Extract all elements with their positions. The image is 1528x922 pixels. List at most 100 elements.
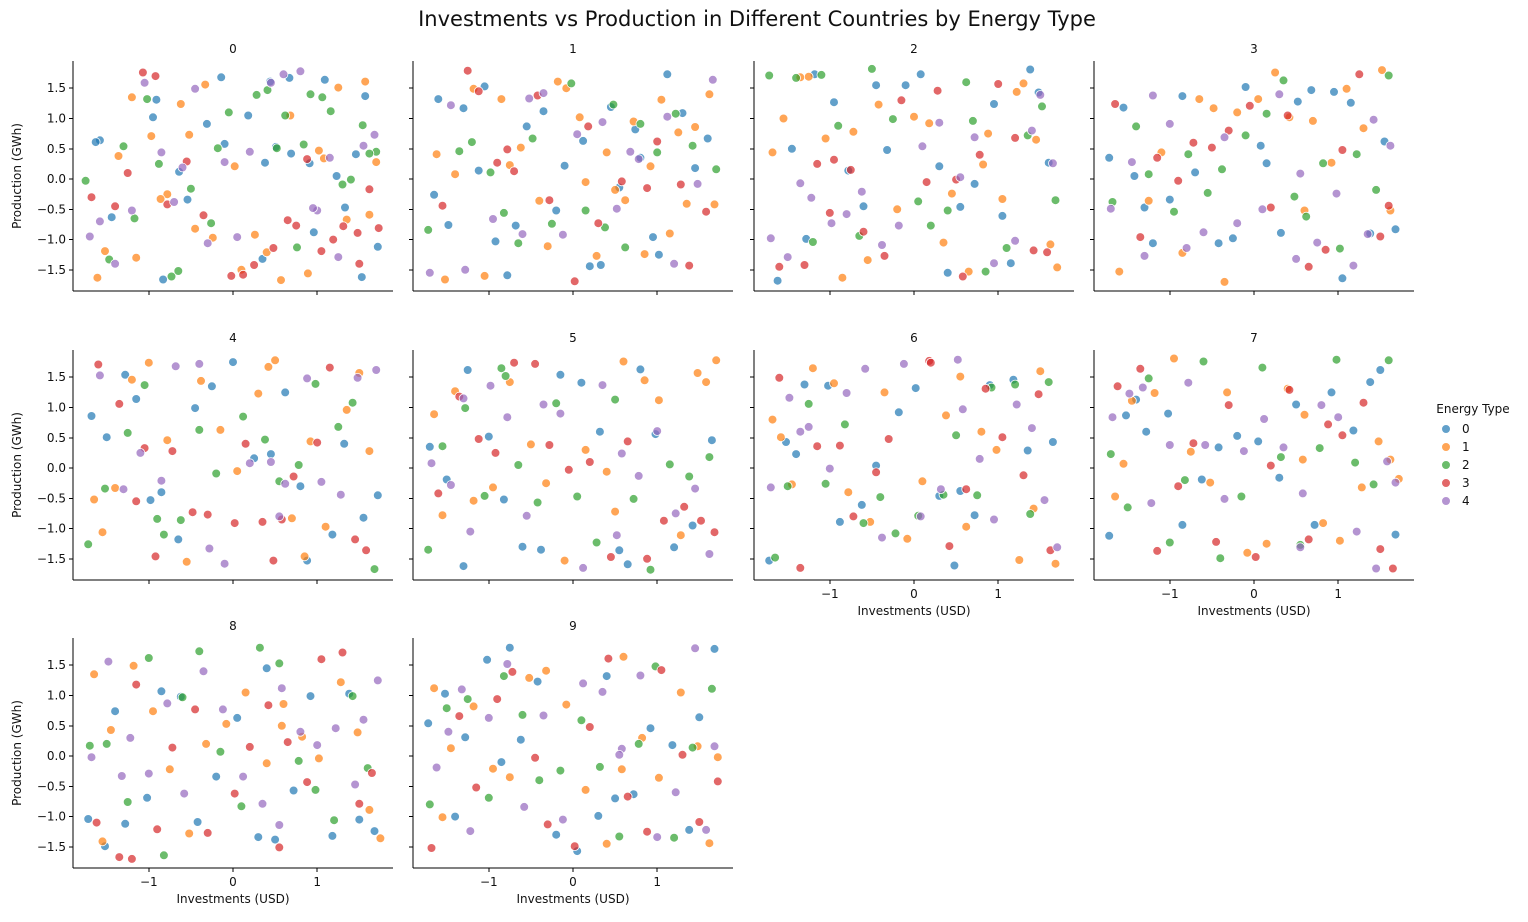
scatter-point bbox=[462, 365, 473, 375]
scatter-point bbox=[704, 549, 715, 559]
scatter-point bbox=[127, 205, 137, 216]
scatter-point bbox=[93, 359, 104, 370]
scatter-point bbox=[934, 117, 945, 128]
scatter-point bbox=[583, 121, 593, 132]
scatter-point bbox=[1323, 419, 1333, 430]
scatter-point bbox=[1335, 243, 1345, 254]
scatter-point bbox=[980, 383, 991, 394]
facet-title: 1 bbox=[569, 42, 577, 56]
scatter-point bbox=[375, 833, 386, 844]
scatter-point bbox=[502, 144, 513, 155]
scatter-point bbox=[712, 752, 723, 762]
scatter-point bbox=[276, 683, 287, 693]
scatter-point bbox=[1169, 206, 1179, 217]
scatter-point bbox=[862, 255, 873, 265]
scatter-point bbox=[218, 704, 228, 715]
scatter-point bbox=[1276, 228, 1286, 238]
scatter-point bbox=[974, 150, 985, 160]
scatter-point bbox=[1217, 164, 1227, 175]
scatter-point bbox=[690, 483, 700, 494]
scatter-point bbox=[238, 269, 248, 280]
scatter-point bbox=[266, 457, 276, 467]
scatter-point bbox=[268, 243, 279, 253]
scatter-point bbox=[774, 261, 785, 272]
y-tick-label: 0.5 bbox=[47, 719, 66, 733]
scatter-point bbox=[835, 440, 845, 451]
scatter-point bbox=[837, 272, 848, 283]
scatter-point bbox=[496, 94, 507, 104]
scatter-point bbox=[1165, 440, 1175, 450]
scatter-point bbox=[162, 435, 173, 446]
scatter-point bbox=[339, 438, 350, 449]
scatter-point bbox=[122, 428, 133, 438]
scatter-point bbox=[1208, 103, 1219, 113]
scatter-point bbox=[538, 710, 549, 721]
scatter-point bbox=[156, 147, 167, 158]
scatter-point bbox=[333, 252, 344, 262]
scatter-point bbox=[325, 106, 336, 116]
scatter-point bbox=[1299, 409, 1310, 420]
scatter-point bbox=[820, 133, 831, 144]
scatter-point bbox=[1052, 542, 1062, 553]
scatter-point bbox=[764, 70, 774, 81]
scatter-point bbox=[534, 196, 545, 206]
scatter-point bbox=[263, 362, 274, 372]
scatter-point bbox=[238, 411, 248, 422]
scatter-point bbox=[253, 388, 264, 399]
scatter-point bbox=[519, 802, 529, 812]
scatter-point bbox=[337, 647, 348, 658]
scatter-point bbox=[142, 94, 152, 104]
scatter-point bbox=[542, 241, 553, 252]
scatter-point bbox=[1143, 196, 1154, 206]
scatter-point bbox=[127, 374, 137, 385]
scatter-point bbox=[138, 67, 148, 78]
scatter-point bbox=[578, 136, 588, 146]
scatter-point bbox=[492, 157, 503, 168]
scatter-point bbox=[558, 229, 568, 240]
legend-item: 0 bbox=[1441, 422, 1470, 436]
facet-panel-9: 9 −1 0 1 Investments (USD) bbox=[409, 619, 733, 906]
scatter-point bbox=[331, 171, 342, 181]
scatter-point bbox=[1358, 123, 1369, 133]
scatter-point bbox=[280, 478, 291, 489]
scatter-point bbox=[145, 495, 156, 505]
scatter-point bbox=[622, 436, 633, 447]
scatter-point bbox=[308, 227, 319, 238]
y-tick-label: 0.0 bbox=[47, 749, 66, 763]
scatter-point bbox=[991, 445, 1002, 455]
scatter-point bbox=[848, 127, 859, 137]
scatter-point bbox=[635, 670, 646, 681]
scatter-point bbox=[1250, 552, 1261, 562]
x-tick-label: 1 bbox=[653, 875, 661, 889]
scatter-point bbox=[888, 114, 898, 124]
scatter-point bbox=[462, 65, 473, 76]
scatter-point bbox=[454, 146, 465, 157]
scatter-point bbox=[229, 518, 240, 528]
scatter-point bbox=[669, 258, 679, 269]
scatter-point bbox=[302, 777, 312, 787]
scatter-point bbox=[696, 515, 706, 526]
scatter-point bbox=[542, 819, 553, 830]
scatter-point bbox=[159, 850, 169, 861]
scatter-point bbox=[302, 373, 312, 384]
scatter-point bbox=[1163, 408, 1173, 419]
scatter-point bbox=[1329, 87, 1339, 97]
scatter-point bbox=[253, 832, 264, 842]
scatter-point bbox=[320, 521, 331, 532]
scatter-point bbox=[772, 275, 783, 286]
scatter-point bbox=[85, 740, 95, 751]
scatter-point bbox=[504, 772, 515, 782]
scatter-point bbox=[584, 261, 595, 272]
scatter-point bbox=[701, 825, 711, 835]
scatter-point bbox=[1346, 98, 1356, 108]
scatter-point bbox=[113, 151, 124, 161]
scatter-point bbox=[100, 246, 110, 256]
scatter-point bbox=[848, 511, 859, 522]
scatter-point bbox=[166, 271, 177, 282]
scatter-point bbox=[100, 483, 110, 494]
scatter-point bbox=[372, 675, 383, 686]
scatter-point bbox=[1318, 158, 1328, 169]
scatter-point bbox=[704, 452, 715, 462]
y-tick-label: −1.0 bbox=[37, 810, 66, 824]
scatter-point bbox=[485, 380, 496, 391]
